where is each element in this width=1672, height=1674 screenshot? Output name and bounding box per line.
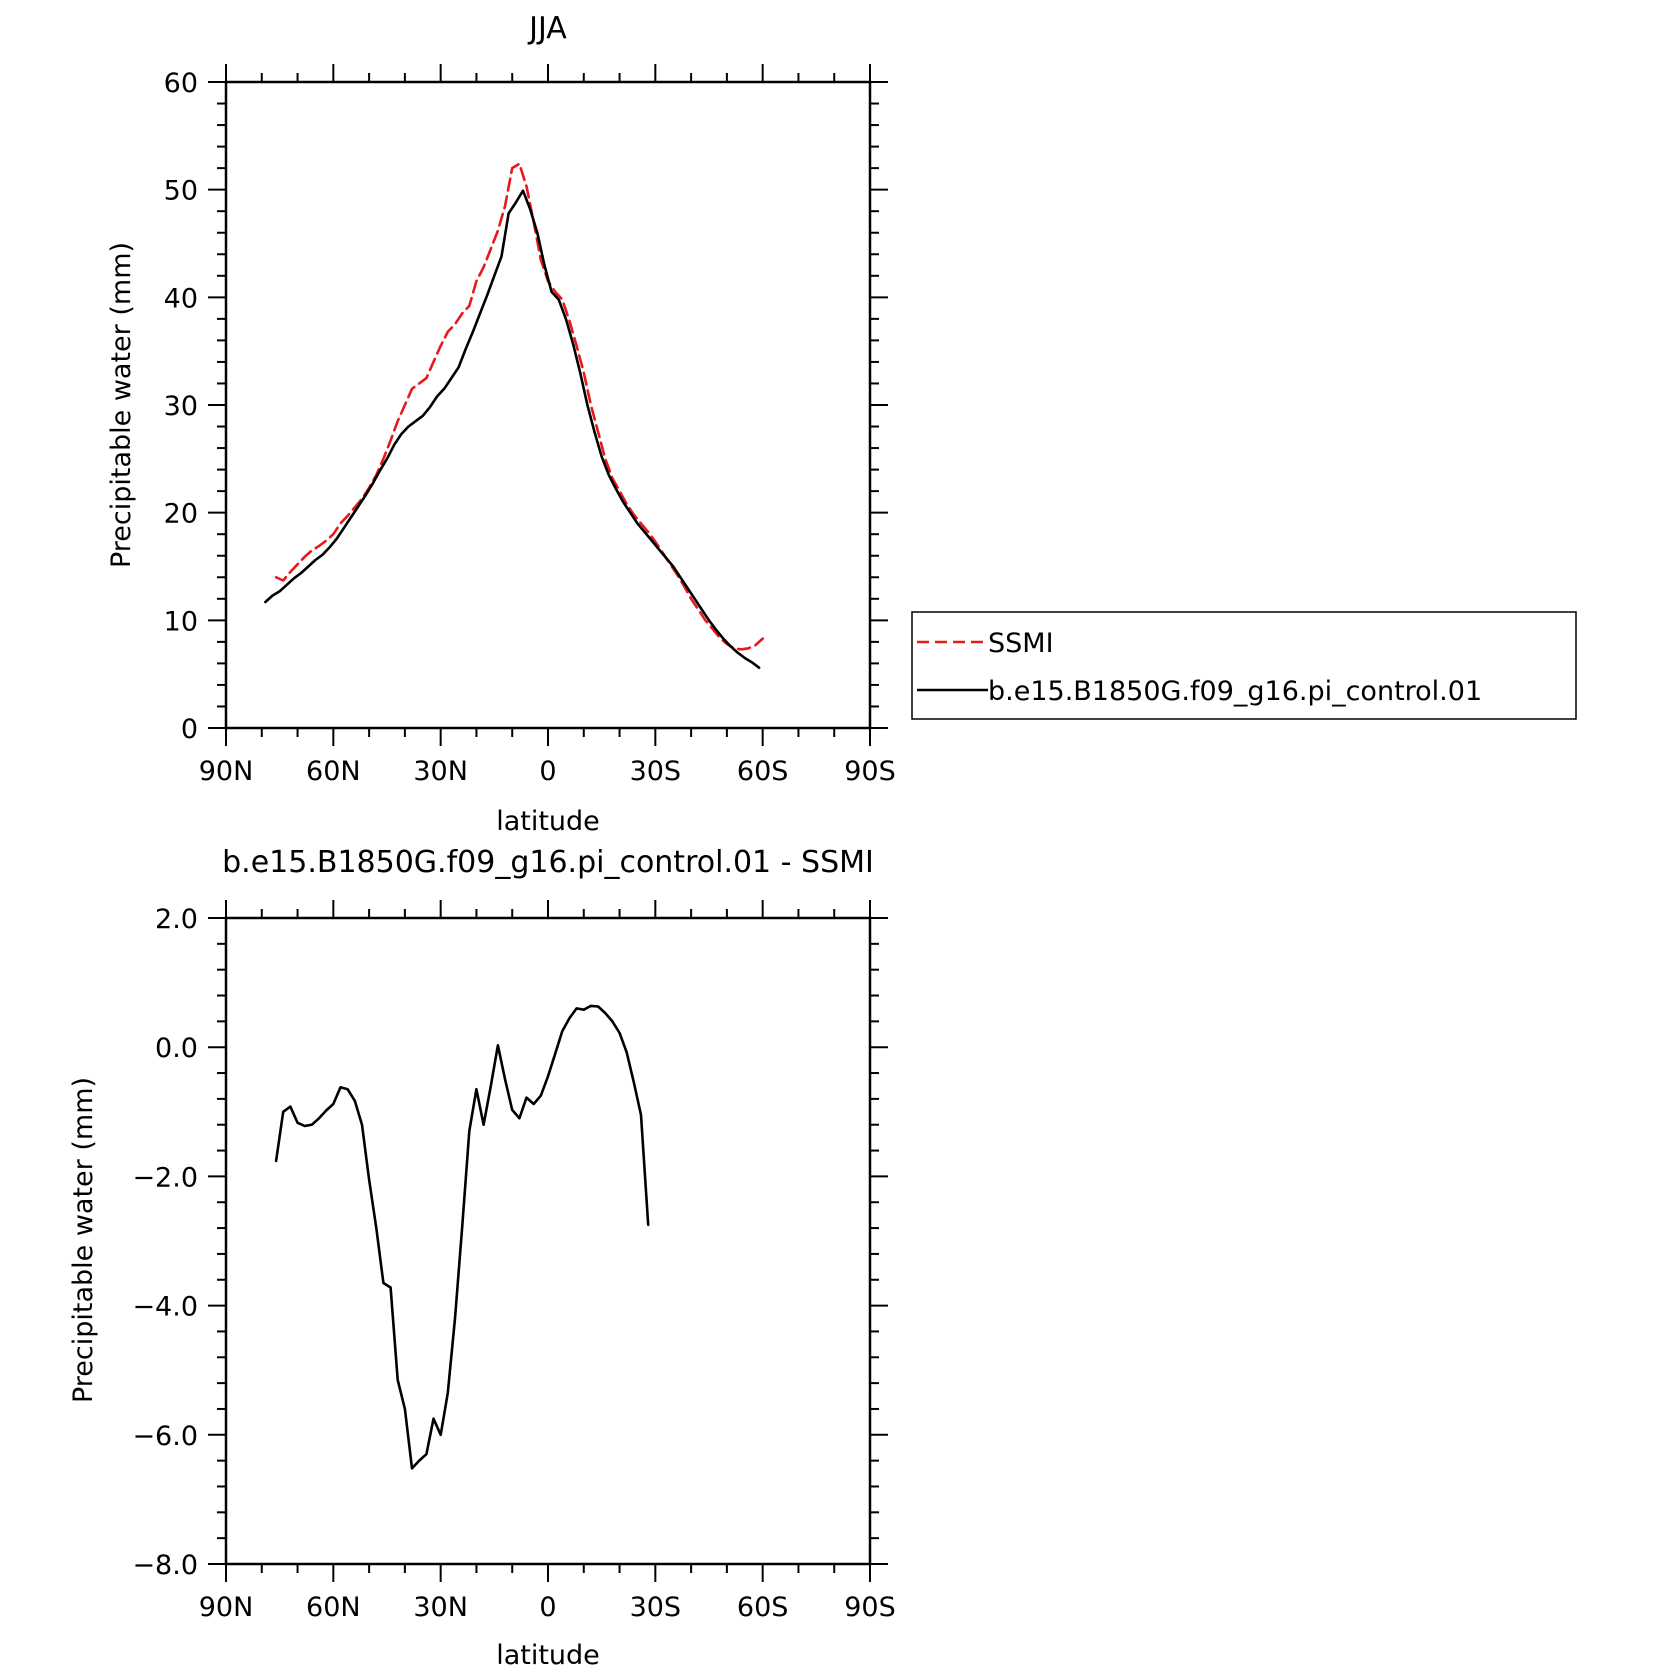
top-y-tick-label: 60: [164, 68, 198, 99]
legend: SSMI b.e15.B1850G.f09_g16.pi_control.01: [911, 611, 1577, 720]
top-x-tick-label: 60S: [737, 756, 789, 787]
bottom-x-tick-label: 30N: [413, 1592, 468, 1623]
bottom-y-tick-label: −2.0: [132, 1162, 198, 1193]
bottom-x-tick-label: 60S: [737, 1592, 789, 1623]
bottom-y-tick-label: −4.0: [132, 1292, 198, 1323]
top-panel: JJA 0 10 20 30 40 50 60 90N 60N 30N 0 30S 60S 90S Pr…: [106, 11, 1577, 837]
top-series-line-ssmi: [274, 162, 764, 651]
top-x-tick-label: 90N: [199, 756, 254, 787]
bottom-y-tick-label: −8.0: [132, 1550, 198, 1581]
top-series-group: [264, 162, 764, 669]
top-x-tick-label: 90S: [844, 756, 896, 787]
legend-box: [911, 611, 1577, 720]
bottom-series-group: [274, 1004, 650, 1470]
bottom-x-axis: 90N 60N 30N 0 30S 60S 90S: [199, 900, 896, 1623]
top-y-tick-label: 10: [164, 606, 198, 637]
bottom-panel: b.e15.B1850G.f09_g16.pi_control.01 - SSM…: [68, 845, 896, 1671]
top-x-tick-label: 30N: [413, 756, 468, 787]
bottom-x-tick-label: 30S: [630, 1592, 682, 1623]
bottom-y-axis-label: Precipitable water (mm): [68, 1077, 99, 1403]
top-y-tick-label: 30: [164, 391, 198, 422]
bottom-x-tick-label: 90N: [199, 1592, 254, 1623]
bottom-x-tick-label: 60N: [306, 1592, 361, 1623]
bottom-y-tick-label: 0.0: [155, 1033, 198, 1064]
top-y-axis-label: Precipitable water (mm): [106, 242, 137, 568]
top-x-axis: 90N 60N 30N 0 30S 60S 90S: [199, 64, 896, 787]
top-x-axis-label: latitude: [496, 806, 600, 837]
top-series-line-b-e15-b1850g-f09-g16-pi-control-01: [264, 189, 761, 669]
legend-label-model: b.e15.B1850G.f09_g16.pi_control.01: [988, 676, 1482, 707]
top-y-tick-label: 40: [164, 283, 198, 314]
bottom-x-tick-label: 0: [539, 1592, 556, 1623]
bottom-y-axis: 2.0 0.0 −2.0 −4.0 −6.0 −8.0: [132, 904, 888, 1581]
top-y-tick-label: 50: [164, 176, 198, 207]
bottom-x-tick-label: 90S: [844, 1592, 896, 1623]
legend-label-ssmi: SSMI: [988, 628, 1054, 659]
top-y-axis: 0 10 20 30 40 50 60: [164, 68, 888, 745]
bottom-plot-frame: [224, 916, 872, 1566]
top-chart-title: JJA: [527, 11, 567, 46]
top-x-tick-label: 30S: [630, 756, 682, 787]
top-y-tick-label: 20: [164, 499, 198, 530]
bottom-y-tick-label: 2.0: [155, 904, 198, 935]
top-x-tick-label: 0: [539, 756, 556, 787]
top-y-tick-label: 0: [181, 714, 198, 745]
bottom-y-tick-label: −6.0: [132, 1421, 198, 1452]
bottom-series-line-difference: [274, 1004, 650, 1470]
bottom-x-axis-label: latitude: [496, 1640, 600, 1671]
top-plot-frame: [224, 80, 872, 730]
bottom-chart-title: b.e15.B1850G.f09_g16.pi_control.01 - SSM…: [222, 845, 874, 880]
top-x-tick-label: 60N: [306, 756, 361, 787]
